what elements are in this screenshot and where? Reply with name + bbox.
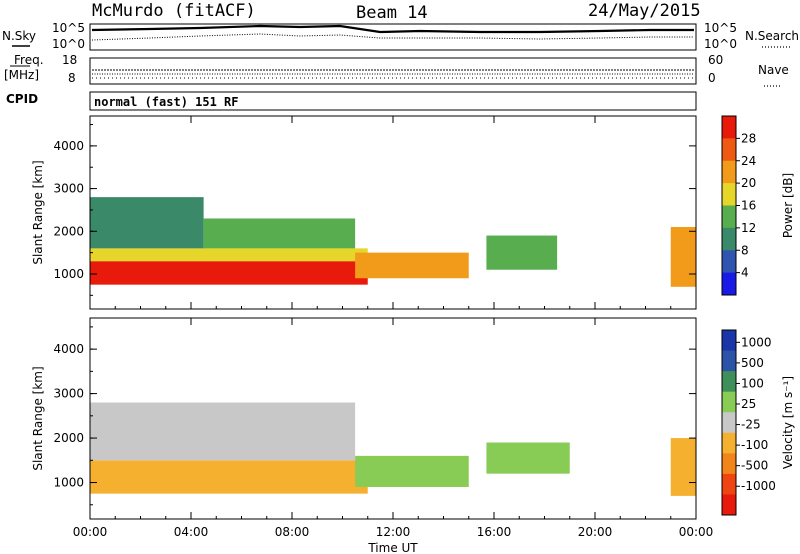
colorbar-tick-label: 100 xyxy=(741,376,764,390)
scatter-region-1 xyxy=(90,248,368,262)
x-tick-label: 00:00 xyxy=(679,525,714,539)
colorbar-frame xyxy=(721,329,737,516)
colorbar-tick-label: 8 xyxy=(741,243,749,257)
colorbar-segment xyxy=(722,205,736,229)
y-tick-label: 3000 xyxy=(53,387,84,401)
nsky-label: N.Sky xyxy=(2,29,36,43)
x-axis-label: Time UT xyxy=(367,541,418,554)
colorbar-tick-label: 24 xyxy=(741,154,756,168)
colorbar-segment xyxy=(722,412,736,434)
x-tick-label: 08:00 xyxy=(275,525,310,539)
nsearch-label: N.Search xyxy=(745,29,799,43)
noise-tick-right-top: 10^5 xyxy=(704,21,737,35)
beam-title: Beam 14 xyxy=(356,3,428,23)
freq-tick-top: 18 xyxy=(62,53,77,67)
scatter-region-3 xyxy=(203,218,356,249)
station-title: McMurdo (fitACF) xyxy=(92,1,256,21)
colorbar-segment xyxy=(722,138,736,162)
freq-label-1: Freq. xyxy=(14,53,44,67)
colorbar-tick-label: 4 xyxy=(741,266,749,280)
velocity-panel: 1000 2000 3000 4000 00:00 04:00 08:00 12:00 16:0… xyxy=(31,317,714,539)
y-tick-label: 2000 xyxy=(53,224,84,238)
colorbar-segment xyxy=(722,116,736,139)
date-title: 24/May/2015 xyxy=(588,1,701,21)
x-tick-label: 04:00 xyxy=(174,525,209,539)
colorbar-segment xyxy=(722,494,736,516)
colorbar-tick-label: -1000 xyxy=(741,479,776,493)
velocity-colorbar: 1000 500 100 25 -25 -100 -500 -1000 Velocity [m … xyxy=(721,329,795,516)
noise-tick-left-top: 10^5 xyxy=(52,21,85,35)
power-colorbar: 28 24 20 16 12 8 4 Power [dB] xyxy=(721,115,795,296)
mode-text: normal (fast) 151 RF xyxy=(94,95,239,109)
colorbar-tick-label: 28 xyxy=(741,131,756,145)
y-tick-label: 3000 xyxy=(53,182,84,196)
x-tick-label: 16:00 xyxy=(477,525,512,539)
freq-label-2: [MHz] xyxy=(4,68,39,82)
freq-tick-bottom: 8 xyxy=(68,71,76,85)
scatter-region-1 xyxy=(90,402,356,461)
y-tick-label: 2000 xyxy=(53,431,84,445)
cpid-strip-frame xyxy=(89,91,697,111)
scatter-region-3 xyxy=(486,442,570,474)
nave-label: Nave xyxy=(758,63,789,77)
y-axis-label: Slant Range [km] xyxy=(31,160,45,264)
colorbar-segment xyxy=(722,160,736,184)
cpid-label: CPID xyxy=(6,92,38,106)
colorbar-segment xyxy=(722,453,736,475)
colorbar-segment xyxy=(722,391,736,413)
power-panel: 1000 2000 3000 4000 Slant Range [km] xyxy=(31,115,697,310)
colorbar-segment xyxy=(722,250,736,274)
colorbar-segment xyxy=(722,227,736,251)
y-tick-label: 4000 xyxy=(53,342,84,356)
y-tick-label: 1000 xyxy=(53,476,84,490)
scatter-region-0 xyxy=(90,460,368,494)
scatter-region-4 xyxy=(670,438,696,496)
colorbar-label: Velocity [m s⁻¹] xyxy=(781,376,795,469)
y-axis-label: Slant Range [km] xyxy=(31,366,45,470)
x-tick-label: 00:00 xyxy=(73,525,108,539)
nave-tick-bottom: 0 xyxy=(708,71,716,85)
noise-tick-right-bottom: 10^0 xyxy=(704,37,737,51)
colorbar-tick-label: 16 xyxy=(741,199,756,213)
x-tick-label: 12:00 xyxy=(376,525,411,539)
noise-strip-frame xyxy=(89,23,697,51)
colorbar-segment xyxy=(722,371,736,393)
colorbar-segment xyxy=(722,350,736,372)
colorbar-segment xyxy=(722,272,736,296)
scatter-region-4 xyxy=(355,252,469,279)
colorbar-tick-label: 12 xyxy=(741,221,756,235)
colorbar-tick-label: 500 xyxy=(741,356,764,370)
scatter-region-6 xyxy=(670,227,696,287)
colorbar-tick-label: -500 xyxy=(741,459,768,473)
noise-tick-left-bottom: 10^0 xyxy=(52,37,85,51)
x-tick-label: 20:00 xyxy=(578,525,613,539)
noise-sky-trace xyxy=(91,24,694,34)
y-tick-label: 1000 xyxy=(53,267,84,281)
y-tick-label: 4000 xyxy=(53,139,84,153)
colorbar-tick-label: 20 xyxy=(741,176,756,190)
colorbar-segment xyxy=(722,330,736,352)
colorbar-segment xyxy=(722,473,736,495)
noise-search-trace xyxy=(91,33,694,41)
colorbar-label: Power [dB] xyxy=(781,173,795,238)
colorbar-tick-label: -100 xyxy=(741,438,768,452)
colorbar-tick-label: 25 xyxy=(741,397,756,411)
colorbar-segment xyxy=(722,432,736,454)
colorbar-tick-label: -25 xyxy=(741,418,761,432)
scatter-region-5 xyxy=(486,235,558,270)
freq-strip-frame xyxy=(89,57,697,85)
scatter-region-0 xyxy=(90,261,368,285)
scatter-region-2 xyxy=(90,197,204,249)
scatter-region-2 xyxy=(355,455,469,487)
colorbar-tick-label: 1000 xyxy=(741,335,772,349)
colorbar-segment xyxy=(722,183,736,206)
nave-tick-top: 60 xyxy=(708,53,723,67)
